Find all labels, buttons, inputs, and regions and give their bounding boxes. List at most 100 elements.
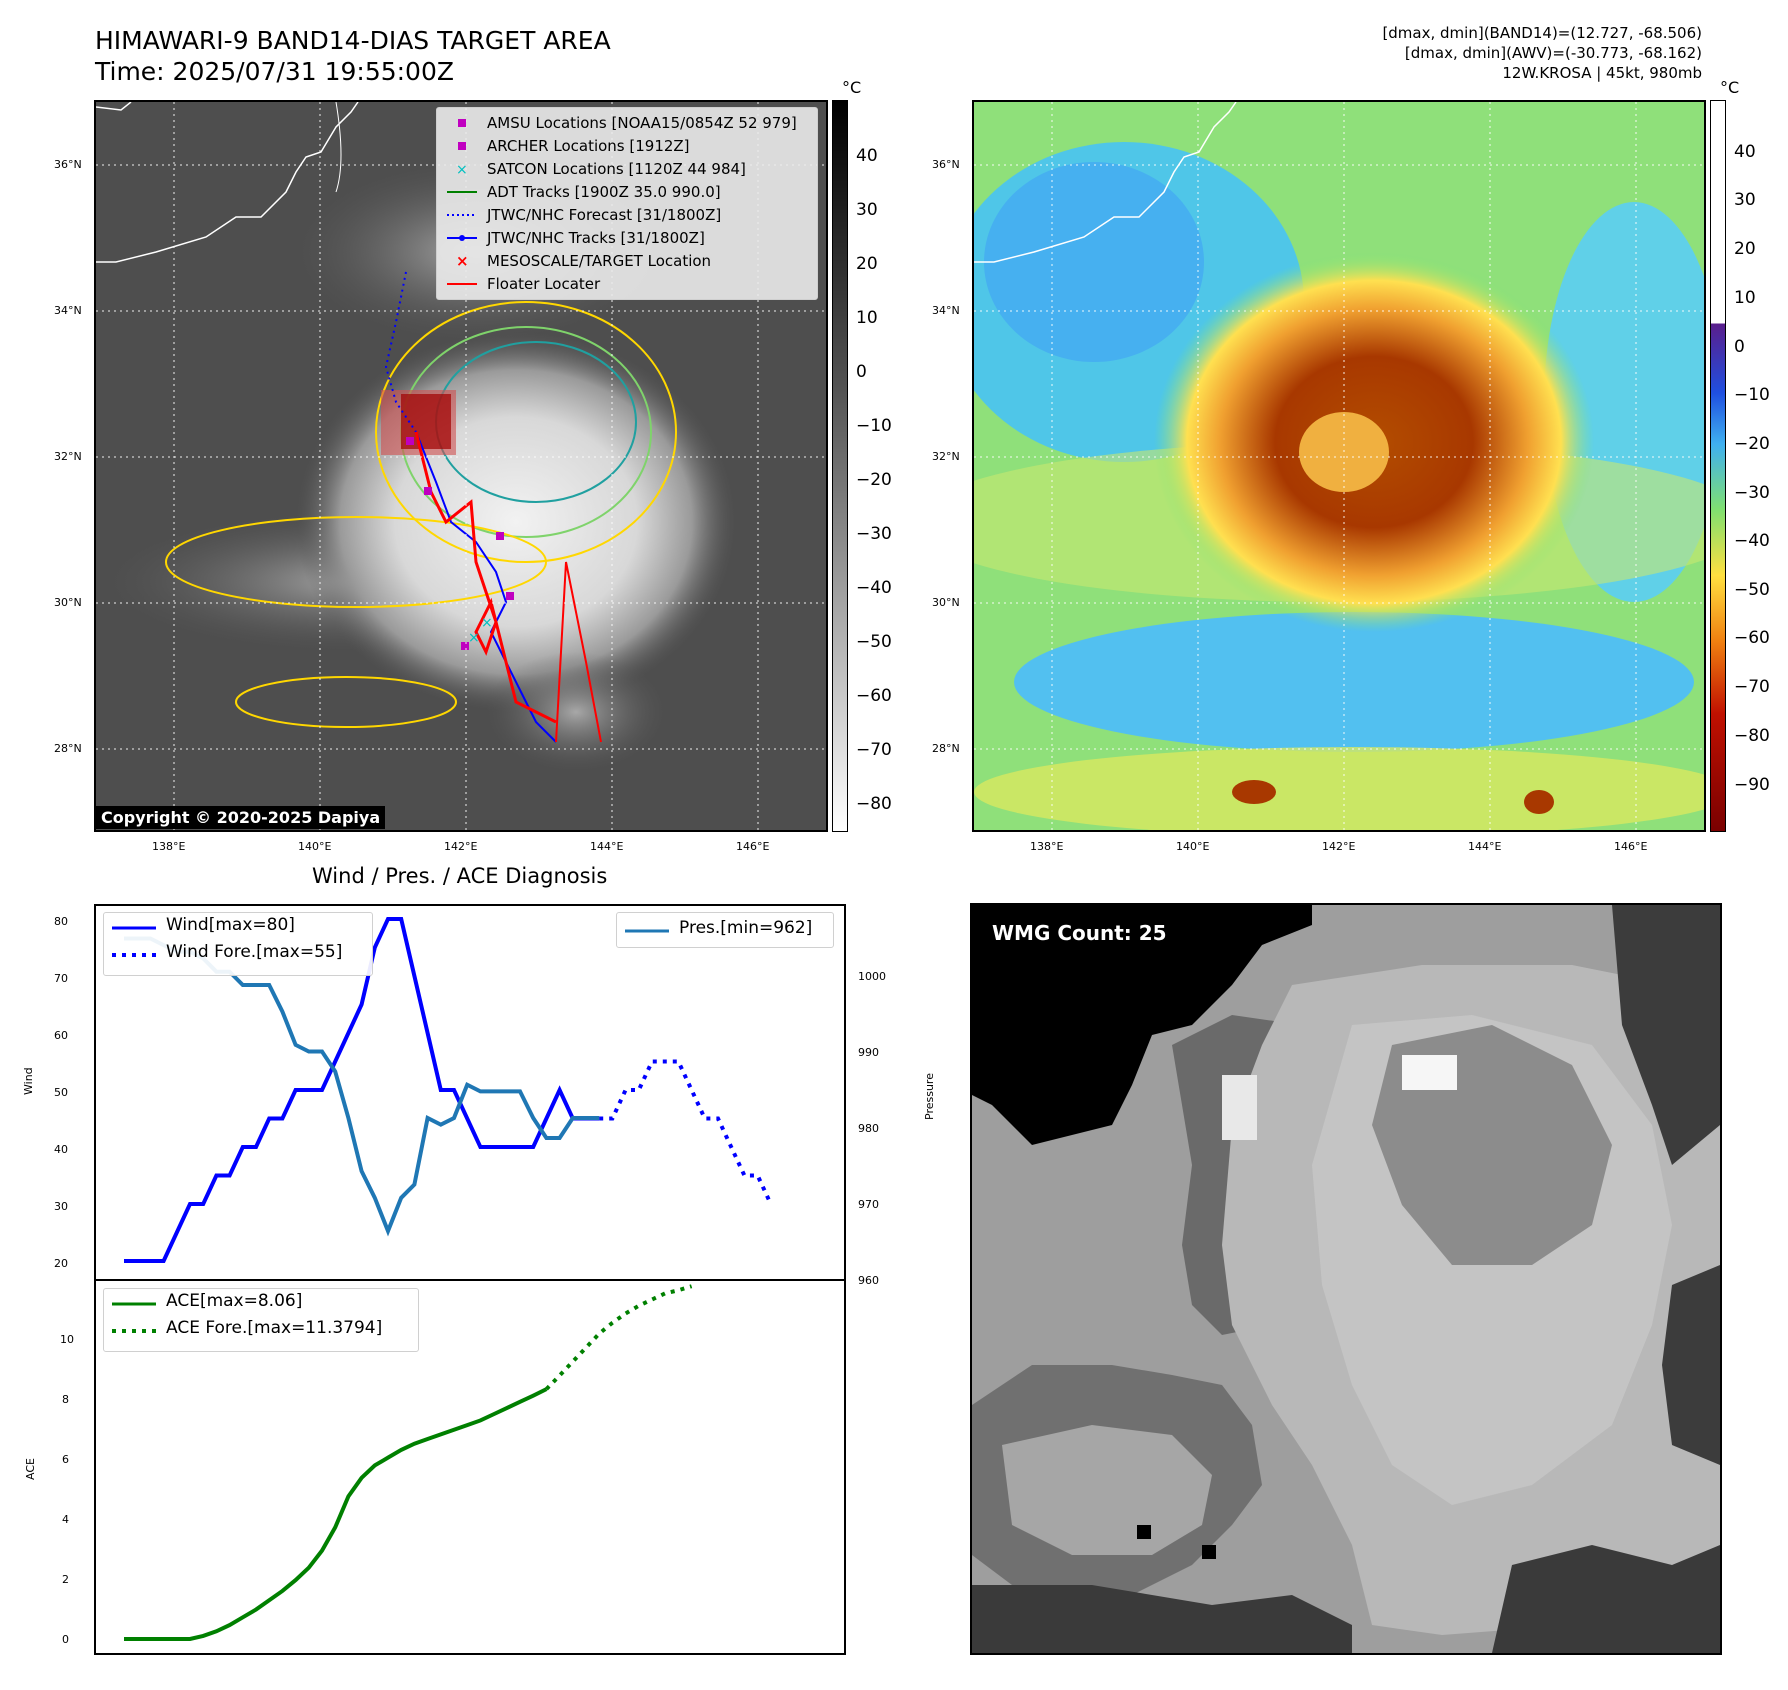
wind-legend-line-icon <box>112 926 156 930</box>
ace-axis-label: ACE <box>24 1458 37 1480</box>
awv-lat-36: 36°N <box>932 158 960 171</box>
wind-axis-label: Wind <box>22 1067 35 1095</box>
awv-cb-tick: −70 <box>1734 677 1770 697</box>
ir-lat-34: 34°N <box>54 304 82 317</box>
target-legend-x-icon: × <box>456 252 469 270</box>
awv-lat-34: 34°N <box>932 304 960 317</box>
legend-floater: Floater Locater <box>487 275 601 293</box>
ace-tick: 2 <box>62 1573 69 1586</box>
copyright-label: Copyright © 2020-2025 Dapiya <box>96 806 386 829</box>
awv-cb-tick: 40 <box>1734 142 1756 162</box>
wind-tick: 60 <box>54 1029 68 1042</box>
figure-time: Time: 2025/07/31 19:55:00Z <box>95 57 454 86</box>
awv-map-image <box>974 102 1704 830</box>
awv-lon-138: 138°E <box>1030 840 1064 853</box>
awv-cb-tick: −90 <box>1734 775 1770 795</box>
ir-cb-tick: −50 <box>856 632 892 652</box>
ir-lat-30: 30°N <box>54 596 82 609</box>
awv-cb-tick: −10 <box>1734 385 1770 405</box>
ir-lat-36: 36°N <box>54 158 82 171</box>
wind-tick: 70 <box>54 972 68 985</box>
wmg-count-label: WMG Count: 25 <box>992 921 1167 945</box>
ace-forecast-series <box>544 1284 693 1391</box>
pressure-legend-line-icon <box>625 929 669 933</box>
ir-cb-tick: −30 <box>856 524 892 544</box>
ir-cb-tick: 40 <box>856 146 878 166</box>
adt-legend-line-icon <box>447 191 477 193</box>
awv-map-panel <box>972 100 1706 832</box>
awv-colorbar-unit: °C <box>1720 78 1740 97</box>
wind-tick: 30 <box>54 1200 68 1213</box>
awv-cb-tick: −60 <box>1734 628 1770 648</box>
awv-cb-tick: 0 <box>1734 337 1745 357</box>
ir-map-legend: AMSU Locations [NOAA15/0854Z 52 979] ARC… <box>436 107 818 300</box>
awv-cb-tick: 30 <box>1734 190 1756 210</box>
legend-satcon: SATCON Locations [1120Z 44 984] <box>487 160 746 178</box>
awv-colorbar <box>1710 100 1726 832</box>
ir-map-panel: × × AMSU Locations [NOAA15/0854Z 52 979]… <box>94 100 828 832</box>
ace-tick: 4 <box>62 1513 69 1526</box>
ir-lon-138: 138°E <box>152 840 186 853</box>
ir-cb-tick: −80 <box>856 794 892 814</box>
ir-lon-146: 146°E <box>736 840 770 853</box>
pressure-legend-label: Pres.[min=962] <box>679 918 813 938</box>
diagnosis-chart <box>94 904 846 1655</box>
ir-cb-tick: −10 <box>856 416 892 436</box>
awv-lat-32: 32°N <box>932 450 960 463</box>
wmg-image <box>972 905 1720 1653</box>
wind-tick: 40 <box>54 1143 68 1156</box>
band14-range: [dmax, dmin](BAND14)=(12.727, -68.506) <box>1382 24 1702 42</box>
awv-lat-30: 30°N <box>932 596 960 609</box>
awv-cb-tick: 20 <box>1734 239 1756 259</box>
awv-range: [dmax, dmin](AWV)=(-30.773, -68.162) <box>1404 44 1702 62</box>
ir-cb-tick: −20 <box>856 470 892 490</box>
wind-tick: 80 <box>54 915 68 928</box>
ace-legend-line-icon <box>112 1302 156 1306</box>
wind-forecast-legend-dotted-icon <box>112 953 156 957</box>
svg-text:×: × <box>456 162 468 178</box>
ir-cb-tick: 0 <box>856 362 867 382</box>
ace-tick: 8 <box>62 1393 69 1406</box>
wind-series <box>124 917 600 1263</box>
ir-cb-tick: −40 <box>856 578 892 598</box>
forecast-legend-dotted-icon <box>447 214 477 216</box>
ir-lon-144: 144°E <box>590 840 624 853</box>
wind-forecast-legend-label: Wind Fore.[max=55] <box>166 942 343 962</box>
legend-adt: ADT Tracks [1900Z 35.0 990.0] <box>487 183 721 201</box>
wmg-panel: WMG Count: 25 <box>970 903 1722 1655</box>
svg-text:×: × <box>468 630 480 646</box>
pressure-tick: 980 <box>858 1122 879 1135</box>
storm-info: 12W.KROSA | 45kt, 980mb <box>1502 64 1702 82</box>
pressure-series <box>124 936 600 1237</box>
legend-jtwc-tracks: JTWC/NHC Tracks [31/1800Z] <box>487 229 705 247</box>
ace-forecast-legend-dotted-icon <box>112 1329 156 1333</box>
ace-tick: 6 <box>62 1453 69 1466</box>
ace-tick: 0 <box>62 1633 69 1646</box>
awv-lon-142: 142°E <box>1322 840 1356 853</box>
legend-jtwc-forecast: JTWC/NHC Forecast [31/1800Z] <box>487 206 722 224</box>
floater-legend-line-icon <box>447 283 477 285</box>
awv-lon-144: 144°E <box>1468 840 1502 853</box>
awv-lat-28: 28°N <box>932 742 960 755</box>
pressure-tick: 1000 <box>858 970 886 983</box>
pressure-tick: 970 <box>858 1198 879 1211</box>
pressure-tick: 990 <box>858 1046 879 1059</box>
wind-tick: 50 <box>54 1086 68 1099</box>
wind-forecast-series <box>599 1059 773 1205</box>
ace-tick: 10 <box>60 1333 74 1346</box>
ace-plot-frame <box>94 1279 846 1655</box>
awv-cb-tick: −20 <box>1734 434 1770 454</box>
pressure-legend: Pres.[min=962] <box>616 912 834 948</box>
ace-series <box>124 1387 548 1641</box>
ir-colorbar <box>832 100 848 832</box>
diag-title: Wind / Pres. / ACE Diagnosis <box>312 864 608 888</box>
awv-cb-tick: 10 <box>1734 288 1756 308</box>
awv-lon-140: 140°E <box>1176 840 1210 853</box>
ir-lon-140: 140°E <box>298 840 332 853</box>
legend-archer: ARCHER Locations [1912Z] <box>487 137 690 155</box>
awv-cb-tick: −50 <box>1734 580 1770 600</box>
ir-lat-32: 32°N <box>54 450 82 463</box>
ace-legend: ACE[max=8.06] ACE Fore.[max=11.3794] <box>103 1288 419 1352</box>
awv-cb-tick: −40 <box>1734 531 1770 551</box>
amsu-legend-square-icon <box>458 119 466 127</box>
